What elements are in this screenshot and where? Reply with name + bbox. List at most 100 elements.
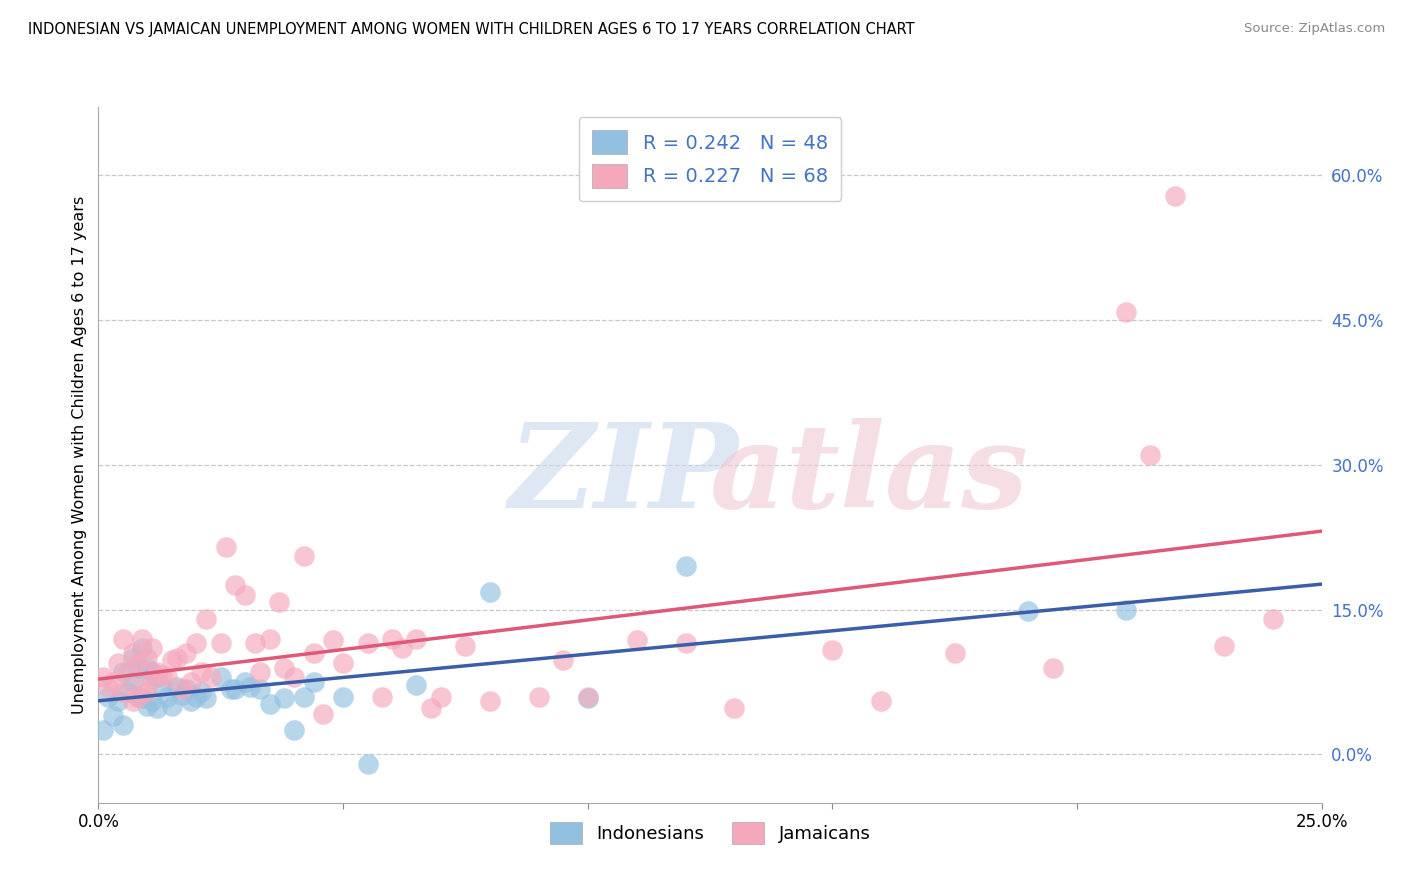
Point bbox=[239, 680, 262, 694]
Point bbox=[356, 636, 378, 650]
Point bbox=[214, 540, 236, 554]
Point bbox=[371, 690, 394, 704]
Point bbox=[405, 632, 427, 646]
Point bbox=[136, 651, 159, 665]
Point bbox=[259, 698, 281, 712]
Point bbox=[107, 656, 129, 670]
Point bbox=[233, 675, 256, 690]
Point bbox=[259, 632, 281, 646]
Point bbox=[283, 670, 305, 684]
Point bbox=[190, 684, 212, 698]
Point bbox=[127, 690, 149, 704]
Point bbox=[391, 641, 413, 656]
Point bbox=[170, 681, 193, 696]
Point bbox=[527, 690, 550, 704]
Point bbox=[186, 636, 208, 650]
Point bbox=[626, 633, 648, 648]
Point bbox=[117, 684, 139, 698]
Point bbox=[131, 641, 153, 656]
Point bbox=[127, 690, 149, 704]
Point bbox=[146, 701, 169, 715]
Point bbox=[160, 699, 183, 714]
Point bbox=[576, 691, 599, 706]
Point bbox=[146, 665, 169, 680]
Text: ZIP: ZIP bbox=[509, 418, 740, 533]
Y-axis label: Unemployment Among Women with Children Ages 6 to 17 years: Unemployment Among Women with Children A… bbox=[72, 196, 87, 714]
Point bbox=[127, 656, 149, 670]
Point bbox=[723, 701, 745, 715]
Point bbox=[141, 694, 163, 708]
Point bbox=[302, 646, 325, 660]
Text: Source: ZipAtlas.com: Source: ZipAtlas.com bbox=[1244, 22, 1385, 36]
Point bbox=[121, 675, 143, 690]
Point bbox=[97, 680, 120, 694]
Point bbox=[943, 646, 966, 660]
Point bbox=[156, 670, 179, 684]
Point bbox=[156, 690, 179, 704]
Point bbox=[576, 690, 599, 704]
Legend: Indonesians, Jamaicans: Indonesians, Jamaicans bbox=[541, 813, 879, 853]
Point bbox=[312, 706, 335, 721]
Point bbox=[176, 646, 198, 660]
Point bbox=[186, 690, 208, 704]
Point bbox=[127, 660, 149, 674]
Point bbox=[1261, 612, 1284, 626]
Point bbox=[141, 641, 163, 656]
Point bbox=[233, 588, 256, 602]
Point bbox=[478, 585, 501, 599]
Point bbox=[160, 653, 183, 667]
Point bbox=[675, 636, 697, 650]
Point bbox=[146, 670, 169, 684]
Point bbox=[292, 690, 315, 704]
Point bbox=[454, 639, 477, 653]
Point bbox=[430, 690, 453, 704]
Point bbox=[111, 632, 134, 646]
Point bbox=[224, 578, 246, 592]
Point bbox=[166, 680, 188, 694]
Point bbox=[190, 665, 212, 680]
Point bbox=[101, 708, 124, 723]
Point bbox=[136, 684, 159, 698]
Point bbox=[332, 656, 354, 670]
Point bbox=[269, 595, 291, 609]
Point bbox=[273, 660, 295, 674]
Point bbox=[273, 691, 295, 706]
Point bbox=[675, 559, 697, 574]
Point bbox=[111, 684, 134, 698]
Point bbox=[200, 670, 222, 684]
Point bbox=[356, 757, 378, 772]
Text: atlas: atlas bbox=[710, 418, 1028, 533]
Point bbox=[195, 612, 218, 626]
Point bbox=[1115, 602, 1137, 616]
Point bbox=[1115, 305, 1137, 319]
Point bbox=[553, 653, 575, 667]
Point bbox=[292, 549, 315, 564]
Point bbox=[322, 633, 344, 648]
Point bbox=[121, 651, 143, 665]
Point bbox=[1139, 448, 1161, 462]
Point bbox=[180, 694, 202, 708]
Point bbox=[136, 660, 159, 674]
Point bbox=[131, 680, 153, 694]
Point bbox=[136, 699, 159, 714]
Point bbox=[1164, 189, 1187, 203]
Point bbox=[870, 694, 893, 708]
Point bbox=[166, 651, 188, 665]
Point bbox=[121, 694, 143, 708]
Point bbox=[150, 668, 173, 682]
Point bbox=[1017, 605, 1039, 619]
Point bbox=[91, 723, 114, 738]
Point bbox=[176, 681, 198, 696]
Point bbox=[131, 632, 153, 646]
Point bbox=[209, 636, 232, 650]
Point bbox=[141, 672, 163, 686]
Text: INDONESIAN VS JAMAICAN UNEMPLOYMENT AMONG WOMEN WITH CHILDREN AGES 6 TO 17 YEARS: INDONESIAN VS JAMAICAN UNEMPLOYMENT AMON… bbox=[28, 22, 915, 37]
Point bbox=[117, 665, 139, 680]
Point bbox=[131, 691, 153, 706]
Point bbox=[97, 690, 120, 704]
Point bbox=[195, 691, 218, 706]
Point bbox=[478, 694, 501, 708]
Point bbox=[420, 701, 443, 715]
Point bbox=[111, 718, 134, 732]
Point bbox=[1042, 660, 1064, 674]
